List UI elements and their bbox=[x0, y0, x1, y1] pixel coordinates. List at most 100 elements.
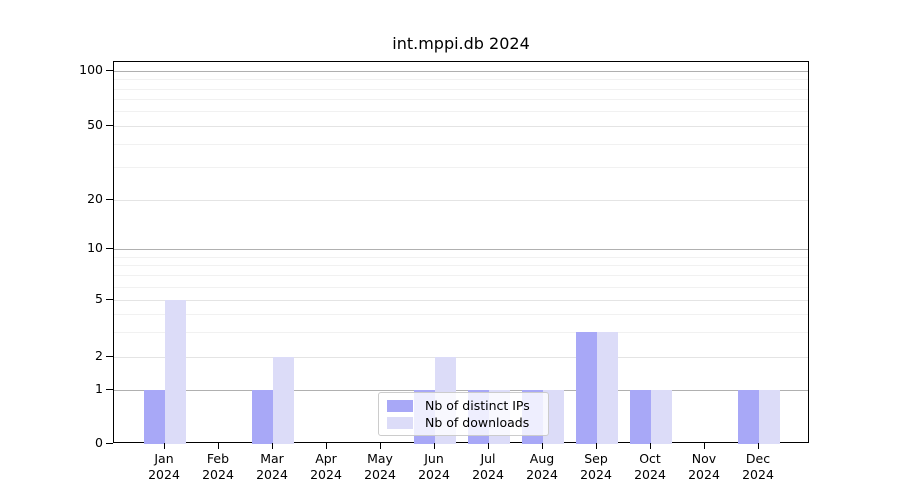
bar-downloads bbox=[759, 390, 780, 444]
x-tick-label-year: 2024 bbox=[364, 467, 396, 482]
x-tick-label-year: 2024 bbox=[688, 467, 720, 482]
gridline bbox=[114, 200, 808, 201]
x-tick-label: Feb 2024 bbox=[188, 451, 248, 483]
x-tick-label-year: 2024 bbox=[310, 467, 342, 482]
x-tick-label-month: Mar bbox=[260, 451, 284, 466]
gridline bbox=[114, 249, 808, 250]
x-tick-label-year: 2024 bbox=[634, 467, 666, 482]
x-tick-label: Jun 2024 bbox=[404, 451, 464, 483]
x-tick-mark bbox=[758, 443, 759, 449]
legend: Nb of distinct IPs Nb of downloads bbox=[378, 392, 549, 436]
x-tick-label: Dec 2024 bbox=[728, 451, 788, 483]
gridline bbox=[114, 79, 808, 80]
bar-distinct-ips bbox=[630, 390, 651, 444]
y-tick-label: 1 bbox=[95, 381, 103, 396]
bar-downloads bbox=[273, 357, 294, 444]
x-tick-label-year: 2024 bbox=[256, 467, 288, 482]
x-tick-label: Jan 2024 bbox=[134, 451, 194, 483]
gridline bbox=[114, 89, 808, 90]
y-tick-mark bbox=[106, 299, 113, 300]
gridline bbox=[114, 99, 808, 100]
x-tick-label-month: Jul bbox=[480, 451, 496, 466]
legend-swatch-distinct-ips bbox=[387, 399, 413, 412]
x-tick-label-month: Sep bbox=[584, 451, 608, 466]
x-tick-label: May 2024 bbox=[350, 451, 410, 483]
y-tick-mark bbox=[106, 356, 113, 357]
legend-swatch-downloads bbox=[387, 416, 413, 429]
x-tick-mark bbox=[218, 443, 219, 449]
bar-distinct-ips bbox=[252, 390, 273, 444]
gridline bbox=[114, 265, 808, 266]
y-tick-mark bbox=[106, 389, 113, 390]
y-tick-mark bbox=[106, 125, 113, 126]
y-tick-label: 0 bbox=[95, 435, 103, 450]
x-tick-mark bbox=[488, 443, 489, 449]
bar-downloads bbox=[597, 331, 618, 444]
x-tick-mark bbox=[164, 443, 165, 449]
x-tick-label-year: 2024 bbox=[202, 467, 234, 482]
gridline bbox=[114, 300, 808, 301]
bar-distinct-ips bbox=[144, 390, 165, 444]
legend-label: Nb of downloads bbox=[425, 415, 530, 430]
y-tick-mark bbox=[106, 443, 113, 444]
gridline bbox=[114, 390, 808, 391]
chart-title: int.mppi.db 2024 bbox=[392, 34, 530, 53]
y-tick-mark bbox=[106, 248, 113, 249]
bar-distinct-ips bbox=[738, 390, 759, 444]
y-tick-label: 10 bbox=[87, 240, 103, 255]
x-tick-label: Aug 2024 bbox=[512, 451, 572, 483]
y-tick-mark bbox=[106, 199, 113, 200]
x-tick-mark bbox=[704, 443, 705, 449]
gridline bbox=[114, 126, 808, 127]
y-tick-label: 2 bbox=[95, 348, 103, 363]
x-tick-label: Jul 2024 bbox=[458, 451, 518, 483]
x-tick-label-month: Nov bbox=[691, 451, 717, 466]
y-tick-mark bbox=[106, 70, 113, 71]
bar-distinct-ips bbox=[576, 331, 597, 444]
gridline bbox=[114, 314, 808, 315]
x-tick-label: Mar 2024 bbox=[242, 451, 302, 483]
x-tick-label-month: Aug bbox=[529, 451, 555, 466]
y-tick-label: 50 bbox=[87, 117, 103, 132]
y-tick-label: 20 bbox=[87, 191, 103, 206]
gridline bbox=[114, 111, 808, 112]
gridline bbox=[114, 287, 808, 288]
bar-downloads bbox=[651, 390, 672, 444]
x-tick-label-year: 2024 bbox=[526, 467, 558, 482]
legend-label: Nb of distinct IPs bbox=[425, 398, 530, 413]
x-tick-label-year: 2024 bbox=[148, 467, 180, 482]
x-tick-label-month: Apr bbox=[315, 451, 337, 466]
y-tick-label: 100 bbox=[79, 62, 103, 77]
x-tick-label-month: Dec bbox=[745, 451, 771, 466]
gridline bbox=[114, 257, 808, 258]
x-tick-mark bbox=[434, 443, 435, 449]
gridline bbox=[114, 357, 808, 358]
bar-downloads bbox=[165, 300, 186, 444]
x-tick-label-month: Oct bbox=[639, 451, 661, 466]
x-tick-label: Sep 2024 bbox=[566, 451, 626, 483]
x-tick-label-month: May bbox=[367, 451, 393, 466]
x-tick-label-year: 2024 bbox=[472, 467, 504, 482]
x-tick-label: Nov 2024 bbox=[674, 451, 734, 483]
x-tick-label-year: 2024 bbox=[418, 467, 450, 482]
y-tick-label: 5 bbox=[95, 291, 103, 306]
x-tick-label-month: Jun bbox=[424, 451, 444, 466]
gridline bbox=[114, 167, 808, 168]
x-tick-mark bbox=[272, 443, 273, 449]
x-tick-label-year: 2024 bbox=[580, 467, 612, 482]
gridline bbox=[114, 71, 808, 72]
x-tick-label-month: Feb bbox=[206, 451, 230, 466]
plot-area bbox=[113, 61, 809, 444]
x-tick-label-month: Jan bbox=[154, 451, 174, 466]
x-tick-mark bbox=[326, 443, 327, 449]
gridline bbox=[114, 275, 808, 276]
x-tick-label: Oct 2024 bbox=[620, 451, 680, 483]
x-tick-mark bbox=[542, 443, 543, 449]
legend-item: Nb of distinct IPs bbox=[387, 398, 540, 413]
x-tick-mark bbox=[596, 443, 597, 449]
gridline bbox=[114, 144, 808, 145]
gridline bbox=[114, 332, 808, 333]
legend-item: Nb of downloads bbox=[387, 415, 540, 430]
x-tick-mark bbox=[380, 443, 381, 449]
